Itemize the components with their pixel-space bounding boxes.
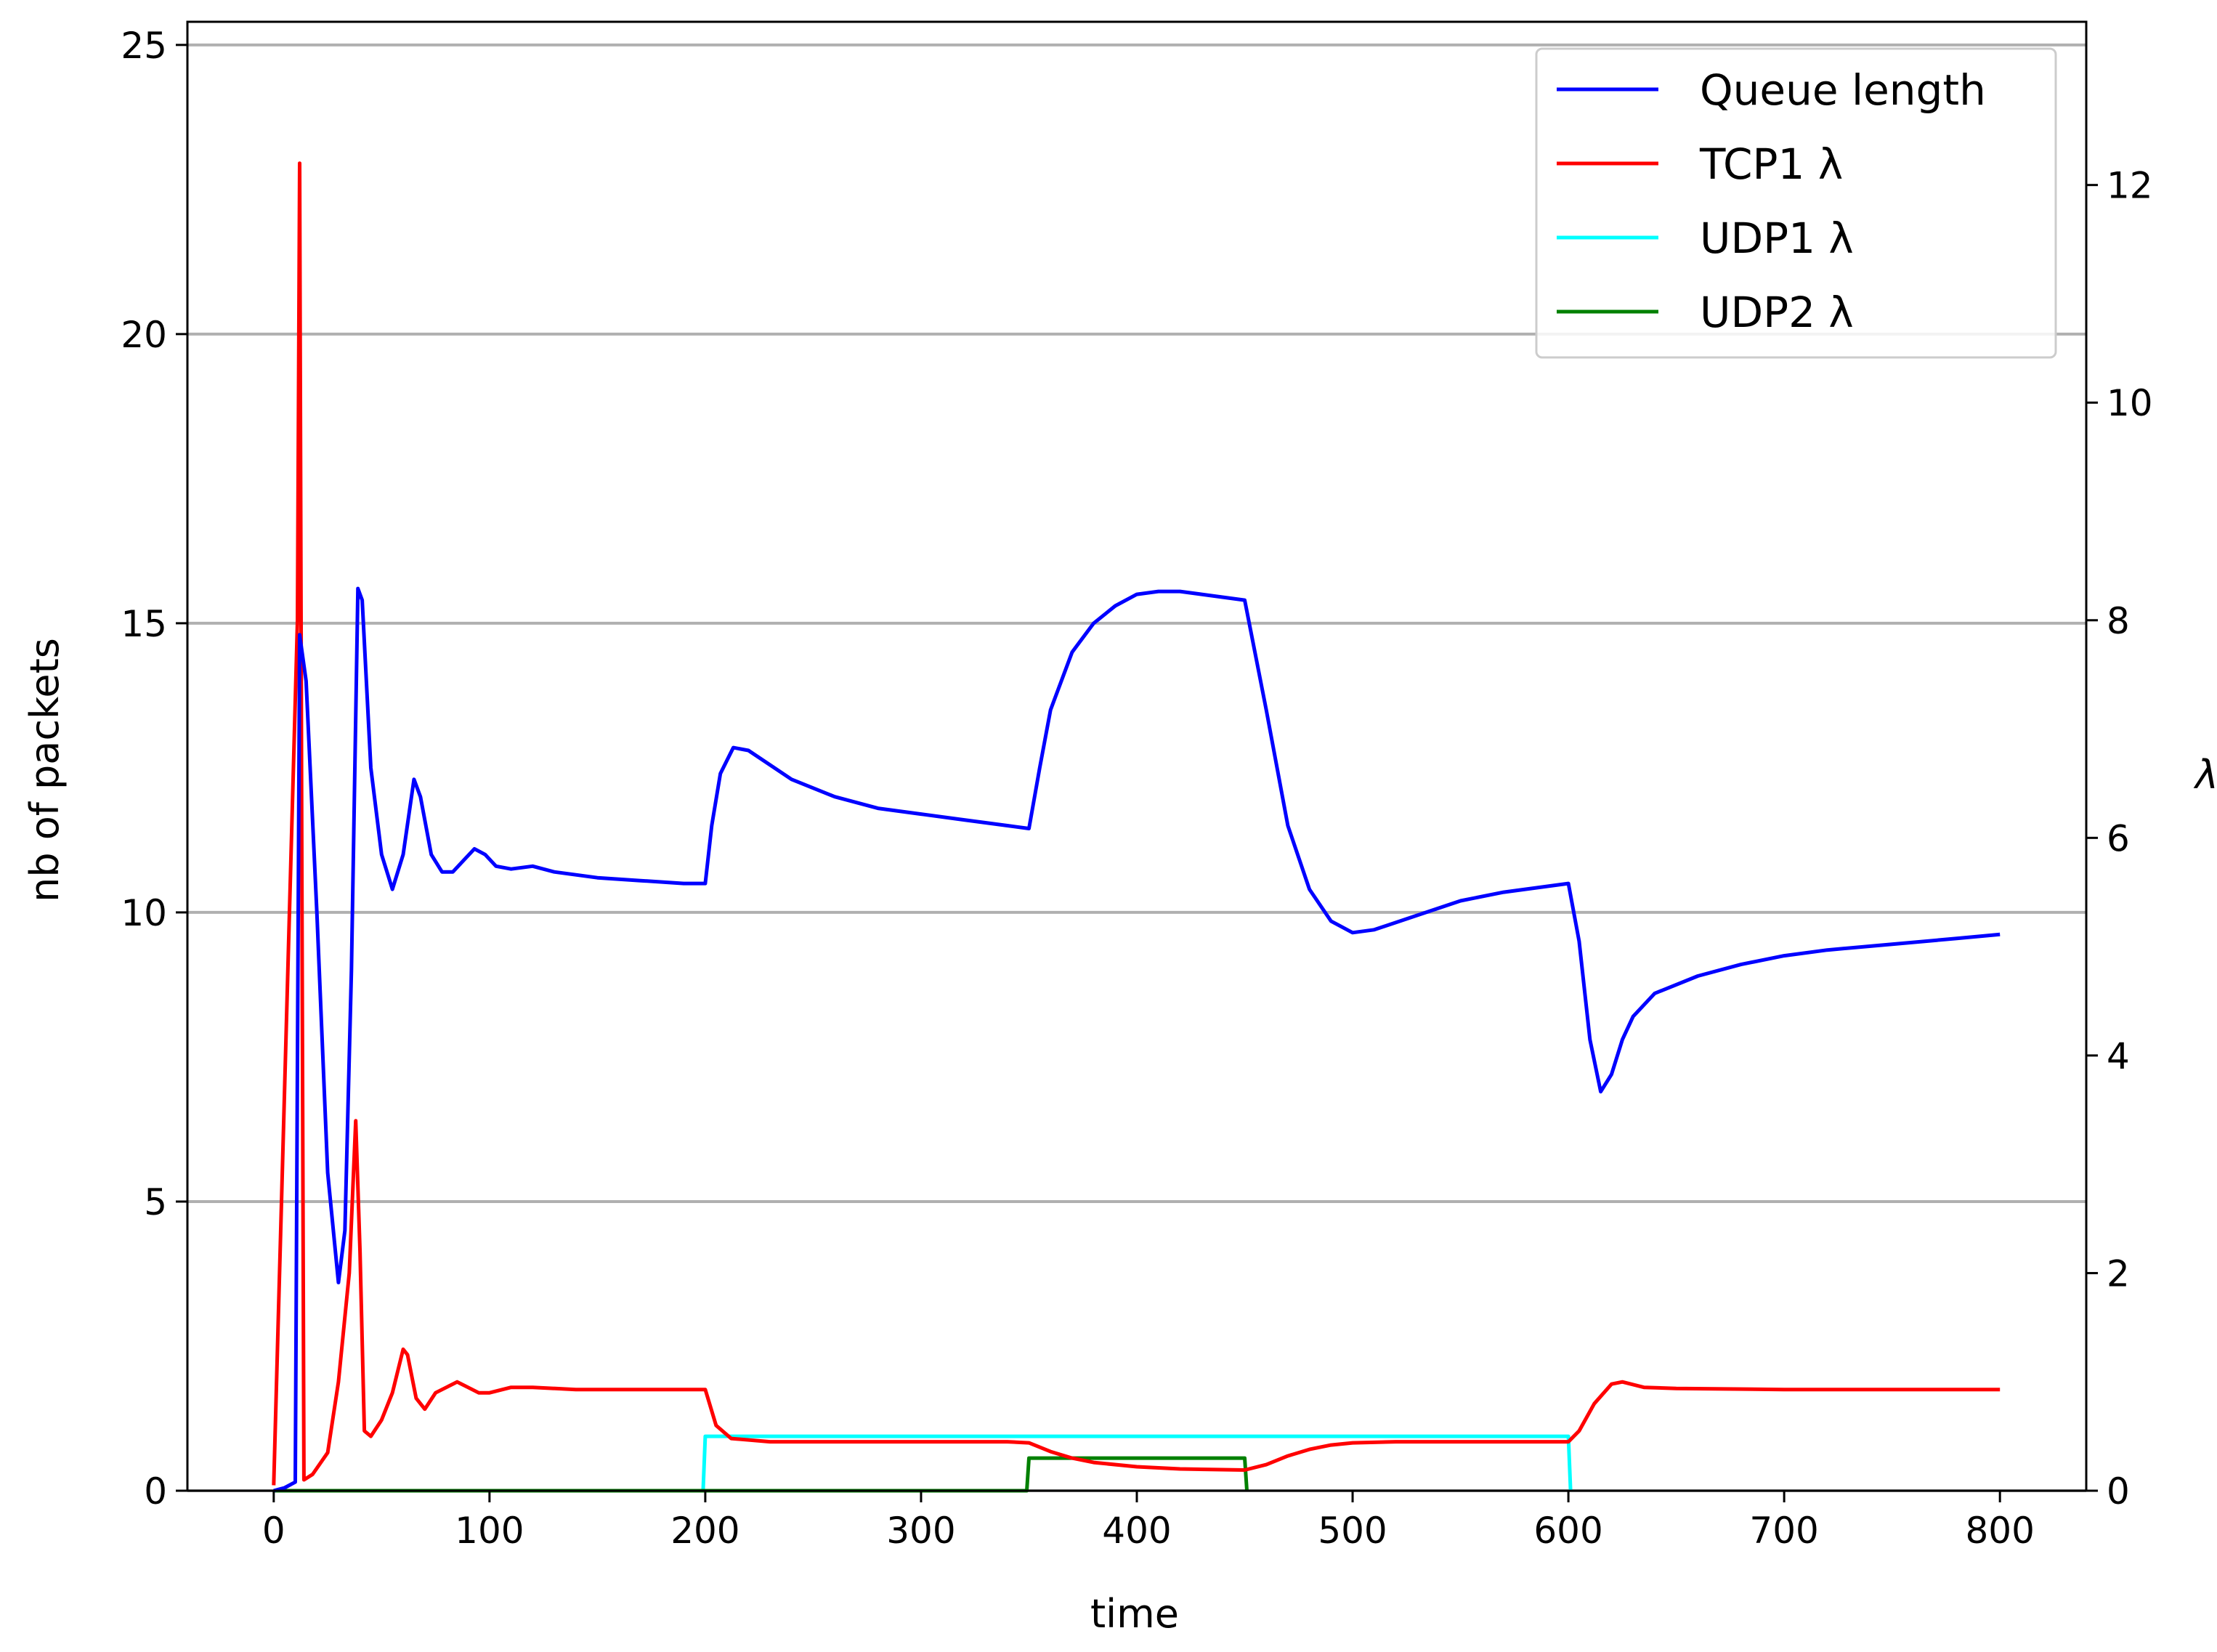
legend-label: UDP1 λ — [1700, 214, 1854, 263]
series-line-tcp1 — [272, 161, 2001, 1486]
x-tick-label: 200 — [670, 1510, 739, 1552]
y-right-tick-label: 4 — [2107, 1035, 2130, 1077]
y-right-tick-label: 10 — [2107, 382, 2153, 424]
x-axis: 0 100 200 300 400 500 600 700 800 — [262, 1491, 2035, 1552]
y-axis-left-label: nb of packets — [22, 638, 68, 902]
y-axis-right-label: λ — [2193, 752, 2217, 798]
legend-label: UDP2 λ — [1700, 288, 1854, 337]
y-left-tick-label: 5 — [144, 1181, 167, 1223]
y-left-tick-label: 15 — [121, 603, 167, 645]
x-tick-label: 400 — [1102, 1510, 1171, 1552]
legend: Queue length TCP1 λ UDP1 λ UDP2 λ — [1535, 47, 2057, 359]
y-left-tick-label: 10 — [121, 892, 167, 934]
y-right-tick-label: 0 — [2107, 1470, 2130, 1513]
legend-label: Queue length — [1700, 65, 1986, 115]
legend-items: Queue length TCP1 λ UDP1 λ UDP2 λ — [1557, 65, 1986, 337]
y-axis-right: 0 2 4 6 8 10 12 — [2086, 165, 2153, 1513]
y-left-tick-label: 0 — [144, 1470, 167, 1513]
y-right-tick-label: 6 — [2107, 817, 2130, 859]
x-axis-label: time — [1090, 1591, 1179, 1637]
legend-label: TCP1 λ — [1699, 139, 1843, 189]
y-axis-left: 0 5 10 15 20 25 — [121, 25, 187, 1513]
y-right-tick-label: 8 — [2107, 600, 2130, 642]
legend-box — [1535, 47, 2057, 359]
x-tick-label: 800 — [1965, 1510, 2034, 1552]
y-left-tick-label: 25 — [121, 25, 167, 67]
x-tick-label: 500 — [1318, 1510, 1387, 1552]
x-tick-label: 0 — [262, 1510, 285, 1552]
x-tick-label: 700 — [1749, 1510, 1818, 1552]
y-right-tick-label: 12 — [2107, 165, 2153, 207]
x-tick-label: 100 — [455, 1510, 524, 1552]
x-tick-label: 300 — [886, 1510, 955, 1552]
series-line-queue-length — [273, 586, 2001, 1493]
x-tick-label: 600 — [1533, 1510, 1602, 1552]
y-left-tick-label: 20 — [121, 314, 167, 356]
y-right-tick-label: 2 — [2107, 1252, 2130, 1295]
